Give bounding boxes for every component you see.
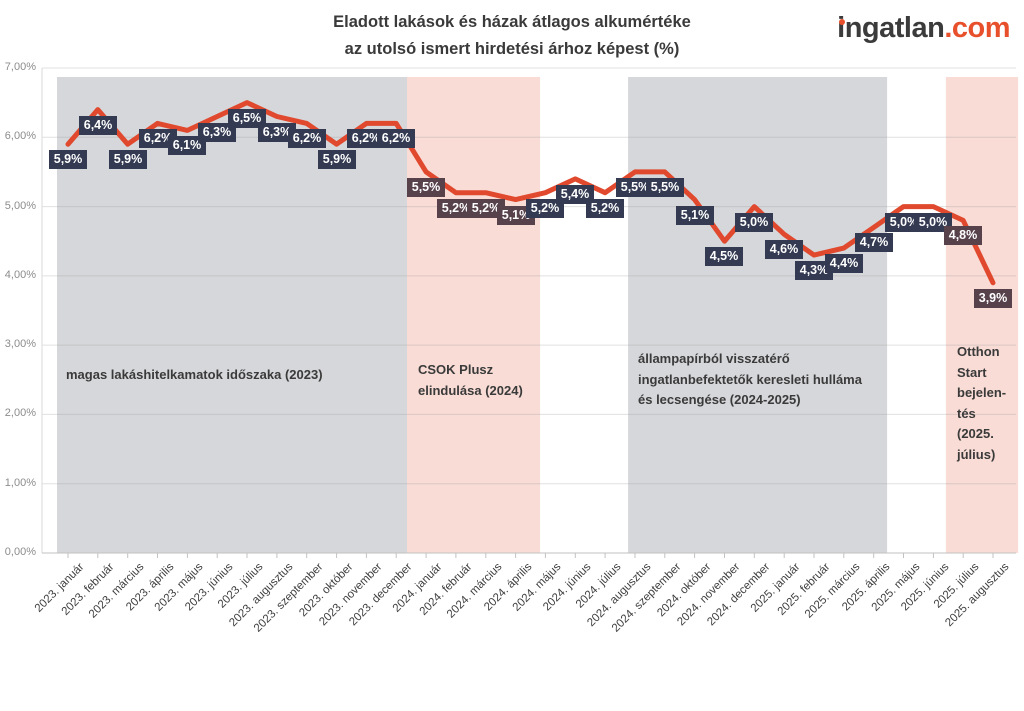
period-band-pink <box>407 77 541 553</box>
discount-line-chart: Eladott lakások és házak átlagos alkumér… <box>5 12 1019 635</box>
discount-line <box>65 100 996 286</box>
chart-canvas <box>41 67 1019 558</box>
period-band-gray <box>628 77 888 553</box>
period-band-pink <box>945 77 1019 553</box>
period-band-gray <box>57 77 407 553</box>
